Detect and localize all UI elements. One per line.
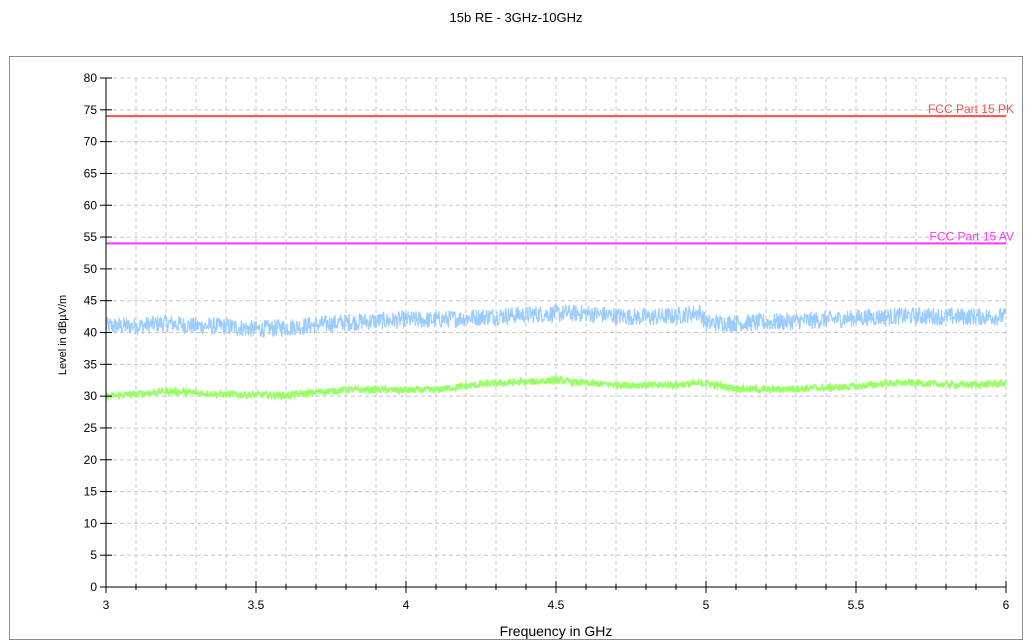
- x-tick-label: 3: [103, 598, 110, 612]
- limit-line-label: FCC Part 15 AV: [930, 229, 1014, 243]
- series-layer: [105, 303, 1007, 402]
- grid: [106, 77, 1007, 587]
- y-tick-label: 20: [84, 453, 98, 467]
- y-tick-label: 70: [84, 135, 98, 149]
- chart-frame: [9, 56, 1023, 640]
- y-tick-label: 50: [84, 262, 98, 276]
- y-tick-label: 60: [84, 198, 98, 212]
- y-tick-label: 35: [84, 357, 98, 371]
- x-tick-label: 5: [703, 598, 710, 612]
- x-tick-label: 5.5: [848, 598, 865, 612]
- chart-title: 15b RE - 3GHz-10GHz: [449, 10, 583, 25]
- y-tick-label: 80: [84, 71, 98, 85]
- x-axis-label: Frequency in GHz: [500, 623, 613, 639]
- y-tick-label: 0: [90, 580, 97, 594]
- y-tick-label: 5: [90, 548, 97, 562]
- y-tick-label: 25: [84, 421, 98, 435]
- series-trace-0: [105, 303, 1007, 338]
- limit-lines: FCC Part 15 PK FCC Part 15 AV: [106, 102, 1014, 245]
- y-tick-label: 75: [84, 103, 98, 117]
- y-tick-label: 55: [84, 230, 98, 244]
- y-tick-label: 45: [84, 294, 98, 308]
- y-tick-label: 10: [84, 516, 98, 530]
- x-tick-label: 4.5: [548, 598, 565, 612]
- y-axis-label: Level in dBµV/m: [57, 295, 69, 375]
- x-tick-label: 4: [403, 598, 410, 612]
- series-trace-1: [105, 375, 1007, 402]
- y-tick-label: 65: [84, 166, 98, 180]
- limit-line-label: FCC Part 15 PK: [928, 102, 1014, 116]
- y-tick-label: 15: [84, 485, 98, 499]
- y-tick-label: 30: [84, 389, 98, 403]
- x-tick-label: 6: [1003, 598, 1010, 612]
- y-tick-label: 40: [84, 326, 98, 340]
- x-tick-label: 3.5: [248, 598, 265, 612]
